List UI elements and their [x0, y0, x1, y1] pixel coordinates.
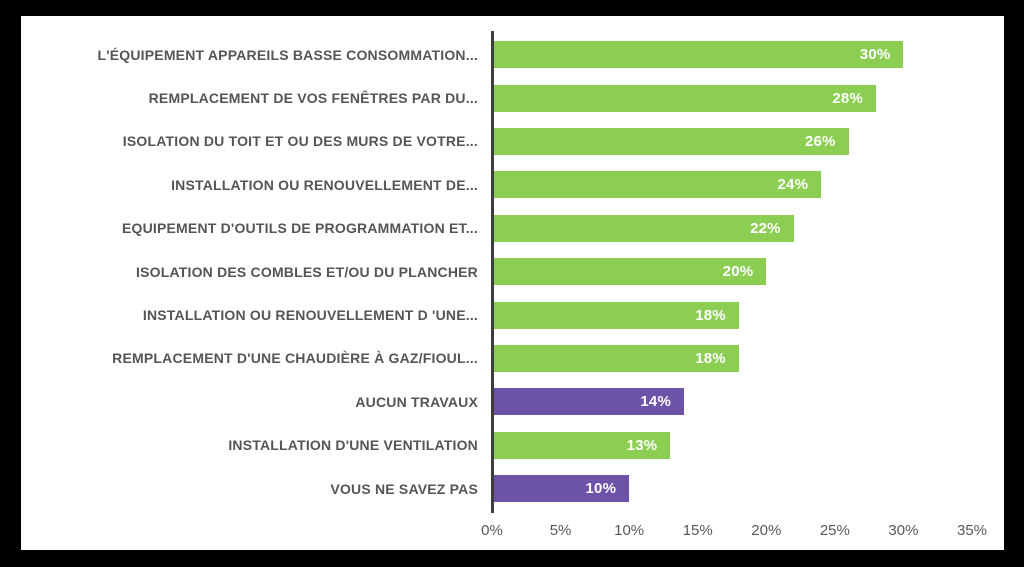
category-label: L'ÉQUIPEMENT APPAREILS BASSE CONSOMMATIO… [97, 46, 478, 63]
bar-track: 22% [492, 214, 972, 242]
bar: 18% [492, 301, 739, 329]
bar-row: INSTALLATION D'UNE VENTILATION 13% [21, 424, 972, 467]
bar-row: INSTALLATION OU RENOUVELLEMENT D 'UNE...… [21, 293, 972, 336]
x-axis-tick-label: 15% [682, 522, 713, 539]
bar: 26% [492, 127, 849, 155]
value-label: 22% [750, 219, 781, 237]
bar-track: 10% [492, 475, 972, 503]
bar: 28% [492, 84, 876, 112]
x-axis-tick-label: 20% [751, 522, 782, 539]
x-axis-tick-label: 0% [481, 522, 503, 539]
x-axis-tick-label: 25% [819, 522, 850, 539]
value-label: 13% [626, 436, 658, 454]
bar-chart: L'ÉQUIPEMENT APPAREILS BASSE CONSOMMATIO… [21, 33, 972, 510]
category-label: VOUS NE SAVEZ PAS [330, 480, 478, 497]
category-label: ISOLATION DU TOIT ET OU DES MURS DE VOTR… [122, 133, 478, 150]
bar-row: AUCUN TRAVAUX 14% [21, 380, 972, 423]
bar-track: 18% [492, 301, 972, 329]
x-axis: 0% 5% 10% 15% 20% 25% 30% 35% [481, 522, 987, 544]
bar: 10% [492, 475, 630, 503]
category-label: REMPLACEMENT DE VOS FENÊTRES PAR DU... [148, 90, 478, 107]
bar: 30% [492, 41, 904, 69]
category-label: REMPLACEMENT D'UNE CHAUDIÈRE À GAZ/FIOUL… [112, 350, 478, 367]
value-label: 14% [640, 393, 671, 411]
bar-track: 14% [492, 388, 972, 416]
value-label: 18% [695, 349, 726, 367]
y-axis-line [491, 31, 494, 513]
bar-track: 24% [492, 171, 972, 199]
x-axis-tick-label: 30% [888, 522, 919, 539]
bar-row: INSTALLATION OU RENOUVELLEMENT DE... 24% [21, 163, 972, 206]
bar: 14% [492, 388, 684, 416]
value-label: 28% [832, 89, 863, 107]
bar-row: VOUS NE SAVEZ PAS 10% [21, 467, 972, 510]
value-label: 30% [859, 46, 891, 64]
bar-row: L'ÉQUIPEMENT APPAREILS BASSE CONSOMMATIO… [21, 33, 972, 76]
value-label: 24% [777, 176, 809, 194]
value-label: 18% [695, 306, 726, 324]
bar-row: ISOLATION DU TOIT ET OU DES MURS DE VOTR… [21, 120, 972, 163]
bar-track: 26% [492, 127, 972, 155]
bar-row: EQUIPEMENT D'OUTILS DE PROGRAMMATION ET.… [21, 207, 972, 250]
bar-track: 20% [492, 258, 972, 286]
bar-row: ISOLATION DES COMBLES ET/OU DU PLANCHER 2… [21, 250, 972, 293]
category-label: EQUIPEMENT D'OUTILS DE PROGRAMMATION ET.… [121, 220, 478, 237]
bar: 13% [492, 431, 671, 459]
x-axis-tick-label: 5% [549, 522, 572, 539]
bar-row: REMPLACEMENT DE VOS FENÊTRES PAR DU... 28… [21, 76, 972, 119]
bar: 20% [492, 258, 767, 286]
category-label: ISOLATION DES COMBLES ET/OU DU PLANCHER [136, 263, 478, 280]
chart-panel: L'ÉQUIPEMENT APPAREILS BASSE CONSOMMATIO… [21, 16, 1004, 550]
value-label: 10% [585, 480, 617, 498]
bar: 24% [492, 171, 822, 199]
category-label: AUCUN TRAVAUX [355, 393, 478, 410]
bar: 22% [492, 214, 794, 242]
category-label: INSTALLATION OU RENOUVELLEMENT D 'UNE... [142, 307, 478, 324]
x-axis-tick-label: 35% [956, 522, 988, 539]
x-axis-tick-label: 10% [614, 522, 645, 539]
bar-track: 18% [492, 344, 972, 372]
bar: 18% [492, 344, 739, 372]
bar-track: 13% [492, 431, 972, 459]
category-label: INSTALLATION OU RENOUVELLEMENT DE... [171, 176, 478, 193]
category-label: INSTALLATION D'UNE VENTILATION [228, 437, 478, 454]
value-label: 20% [722, 263, 754, 281]
bar-track: 28% [492, 84, 972, 112]
value-label: 26% [804, 132, 836, 150]
bar-track: 30% [492, 41, 972, 69]
bar-row: REMPLACEMENT D'UNE CHAUDIÈRE À GAZ/FIOUL… [21, 337, 972, 380]
